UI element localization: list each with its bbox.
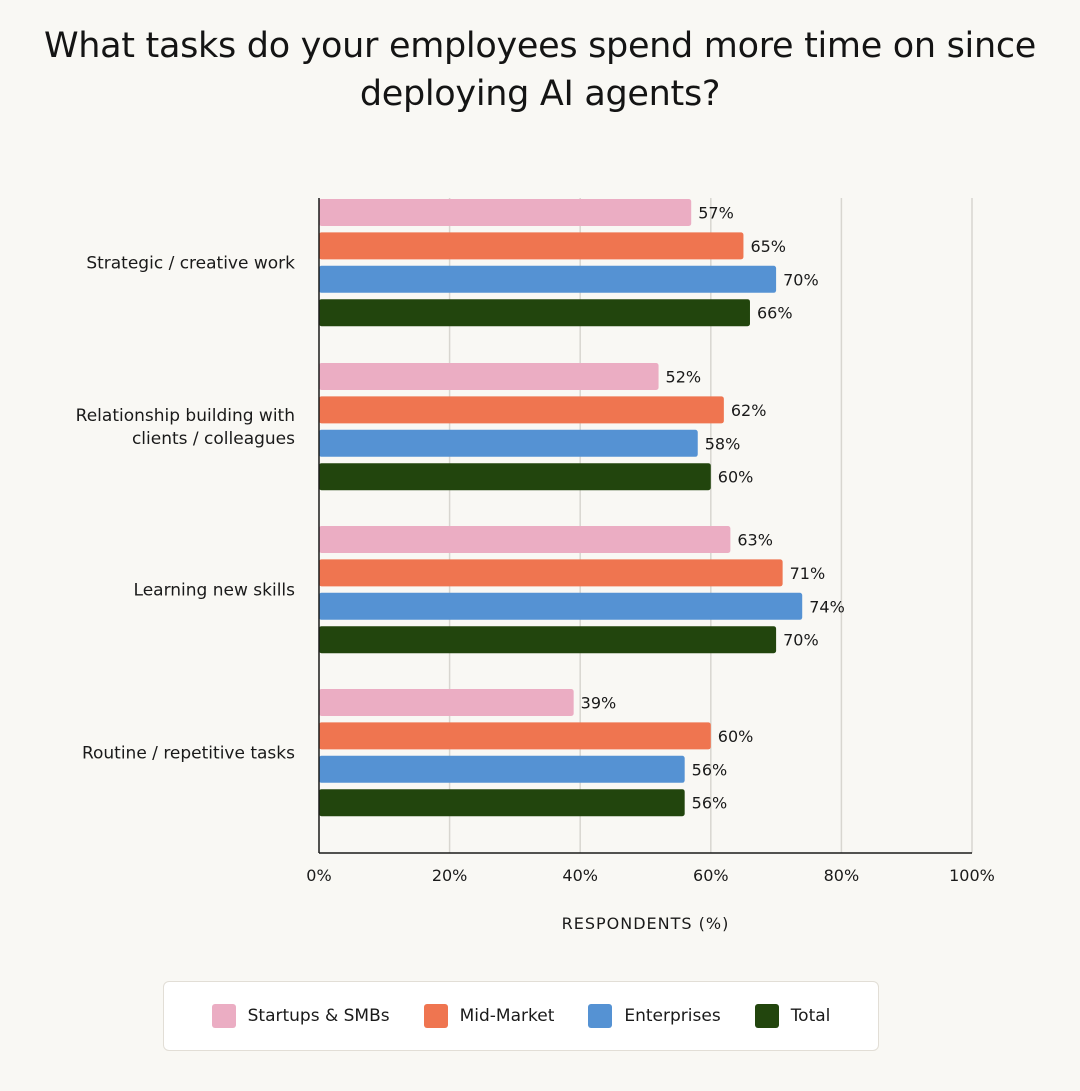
legend-label: Enterprises [624,1006,721,1026]
legend-swatch [423,1004,448,1028]
category-label: Routine / repetitive tasks [82,744,295,764]
bar [319,265,777,293]
bar [319,232,744,260]
title-line: What tasks do your employees spend more … [43,26,1037,66]
bar-value-label: 74% [809,597,845,616]
bar [319,396,724,424]
bar-value-label: 52% [666,368,702,387]
bar [319,363,659,390]
category-label-line: Learning new skills [134,581,296,601]
legend: Startups & SMBs Mid-Market Enterprises Tota… [163,981,879,1051]
legend-swatch [754,1004,779,1028]
bar [319,592,803,620]
bar-value-label: 60% [718,468,754,487]
bar-value-label: 58% [705,434,741,453]
category-label: Strategic / creative work [86,254,295,274]
legend-item: Enterprises [588,1004,721,1028]
category-label: Relationship building with clients / coll… [76,406,295,449]
x-axis-title: RESPONDENTS (%) [562,914,730,933]
category-label: Learning new skills [134,581,296,601]
title-line: deploying AI agents? [359,74,721,114]
category-label-line: clients / colleagues [132,429,295,449]
category-label-line: Relationship building with [76,406,295,426]
legend-item: Mid-Market [423,1004,555,1028]
bar-value-label: 39% [581,694,617,713]
bar [319,299,750,327]
bar [319,689,574,716]
bar-value-label: 65% [750,237,786,256]
legend-item: Total [754,1004,831,1028]
bar-value-label: 60% [718,727,754,746]
bar [319,463,711,491]
bar [319,626,777,654]
bar [319,789,685,817]
gridlines [448,198,973,853]
bar [319,722,711,750]
bar-chart: 0% 20% 40% 60% 80% 100% 57% 65% 70% 66% Strategic … [76,198,995,934]
bar-value-label: 62% [731,401,767,420]
x-tick-label: 100% [949,866,995,885]
bar-value-label: 56% [692,794,728,813]
legend-swatch [588,1004,613,1028]
bars [319,199,803,817]
bar [319,199,692,226]
labels: 0% 20% 40% 60% 80% 100% 57% 65% 70% 66% Strategic … [76,204,995,934]
bar-value-label: 63% [737,531,773,550]
bar-value-label: 71% [790,564,826,583]
bar-value-label: 66% [757,304,793,323]
bar-value-label: 70% [783,270,819,289]
x-tick-label: 0% [306,866,331,885]
bar [319,559,783,587]
bar-value-label: 56% [692,760,728,779]
legend-label: Startups & SMBs [247,1006,390,1026]
x-tick-label: 60% [693,866,729,885]
bar-value-label: 70% [783,631,819,650]
chart-title: What tasks do your employees spend more … [0,22,1080,118]
bar [319,429,698,457]
category-label-line: Routine / repetitive tasks [82,744,295,764]
bar [319,755,685,783]
legend-label: Total [790,1006,831,1026]
axes [318,198,972,854]
bar-value-label: 57% [698,204,734,223]
bar [319,526,731,553]
legend-label: Mid-Market [459,1006,555,1026]
x-tick-label: 80% [824,866,860,885]
category-label-line: Strategic / creative work [86,254,295,274]
legend-item: Startups & SMBs [211,1004,390,1028]
legend-swatch [211,1004,236,1028]
x-tick-label: 40% [562,866,598,885]
x-tick-label: 20% [432,866,468,885]
